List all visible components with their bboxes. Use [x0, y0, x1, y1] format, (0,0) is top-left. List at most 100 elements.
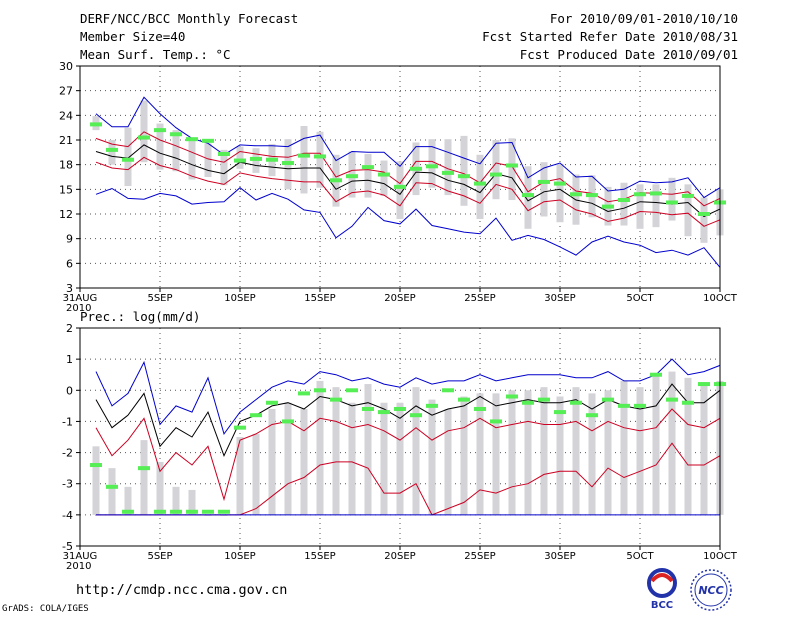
ensemble-spread-box	[460, 396, 468, 515]
observed-marker	[250, 156, 262, 161]
observed-marker	[522, 400, 534, 405]
y-tick-label: -5	[62, 540, 73, 553]
x-tick-label: 15SEP	[304, 293, 335, 304]
series-upper-line	[95, 383, 721, 458]
observed-marker	[266, 157, 278, 162]
ensemble-spread-box	[316, 131, 324, 188]
observed-marker	[554, 181, 566, 186]
ensemble-spread-box	[540, 387, 548, 515]
ncc-logo-text: NCC	[698, 584, 723, 597]
ensemble-spread-box	[140, 440, 148, 515]
x-tick-label: 25SEP	[464, 293, 495, 304]
observed-marker	[506, 163, 518, 168]
x-tick-label: 10SEP	[224, 551, 255, 562]
y-tick-label: 3	[66, 282, 73, 295]
ensemble-spread-box	[524, 390, 532, 515]
observed-marker	[106, 147, 118, 152]
x-tick-label: 5SEP	[147, 551, 172, 562]
ensemble-spread-box	[300, 408, 308, 515]
observed-marker	[218, 151, 230, 156]
y-tick-label: 0	[66, 384, 73, 397]
ensemble-spread-box	[540, 162, 548, 217]
x-tick-year: 2010	[66, 561, 91, 572]
ensemble-spread-box	[316, 380, 324, 515]
variable-label: Mean Surf. Temp.: °C	[80, 47, 231, 62]
observed-marker	[90, 122, 102, 127]
ensemble-spread-box	[684, 184, 692, 237]
y-tick-label: 12	[59, 208, 73, 221]
ensemble-spread-box	[172, 486, 180, 515]
y-tick-label: -2	[62, 447, 73, 460]
observed-marker	[426, 164, 438, 169]
observed-marker	[570, 400, 582, 405]
observed-marker	[458, 397, 470, 402]
ensemble-spread-box	[364, 153, 372, 198]
ensemble-spread-box	[380, 402, 388, 515]
x-tick-label: 10OCT	[703, 293, 738, 304]
series-upper-line	[95, 131, 721, 207]
ensemble-spread-box	[460, 135, 468, 206]
series-mean-line	[95, 144, 721, 218]
observed-marker	[522, 193, 534, 198]
y-tick-label: 30	[59, 60, 73, 73]
ensemble-spread-box	[684, 377, 692, 515]
observed-marker	[458, 174, 470, 179]
website-url[interactable]: http://cmdp.ncc.cma.gov.cn	[76, 582, 288, 598]
observed-marker	[618, 403, 630, 408]
observed-marker	[602, 397, 614, 402]
observed-marker	[650, 191, 662, 196]
ensemble-spread-box	[444, 408, 452, 515]
ensemble-spread-box	[156, 123, 164, 170]
observed-marker	[202, 138, 214, 143]
observed-marker	[538, 397, 550, 402]
ncc-logo: NCC	[690, 569, 732, 611]
observed-marker	[490, 172, 502, 177]
x-tick-label: 10OCT	[703, 551, 738, 562]
ensemble-spread-box	[476, 393, 484, 515]
series-inner-upper-line	[95, 408, 721, 502]
ensemble-spread-box	[636, 387, 644, 515]
observed-marker	[634, 403, 646, 408]
y-tick-label: 6	[66, 257, 73, 270]
ensemble-spread-box	[236, 146, 244, 169]
observed-marker	[314, 154, 326, 159]
ensemble-spread-box	[108, 140, 116, 165]
ensemble-spread-box	[412, 387, 420, 515]
y-tick-label: 24	[59, 109, 73, 122]
forecast-started-date: Fcst Started Refer Date 2010/08/31	[482, 29, 738, 44]
ensemble-spread-box	[700, 197, 708, 243]
observed-marker	[362, 165, 374, 170]
ensemble-spread-box	[476, 154, 484, 219]
ensemble-spread-box	[380, 160, 388, 196]
observed-marker	[618, 198, 630, 203]
ensemble-spread-box	[652, 184, 660, 228]
ensemble-spread-box	[428, 139, 436, 188]
y-tick-label: 18	[59, 159, 73, 172]
bcc-logo-text: BCC	[651, 600, 673, 610]
ensemble-spread-box	[252, 433, 260, 515]
observed-marker	[474, 181, 486, 186]
ensemble-spread-box	[668, 177, 676, 221]
observed-marker	[410, 166, 422, 171]
ensemble-spread-box	[572, 387, 580, 515]
ensemble-spread-box	[348, 402, 356, 515]
series-max-line	[95, 358, 721, 436]
observed-marker	[170, 132, 182, 137]
observed-marker	[586, 193, 598, 198]
y-tick-label: -1	[62, 415, 73, 428]
observed-marker	[394, 184, 406, 189]
plot-frame	[79, 65, 721, 289]
observed-marker	[474, 406, 486, 411]
observed-marker	[138, 466, 150, 471]
ensemble-spread-box	[508, 138, 516, 201]
observed-marker	[682, 193, 694, 198]
observed-marker	[138, 135, 150, 140]
series-lower-line	[95, 156, 721, 227]
ensemble-spread-box	[588, 393, 596, 515]
ensemble-spread-box	[124, 127, 132, 187]
precip-label: Prec.: log(mm/d)	[80, 309, 201, 324]
observed-marker	[154, 128, 166, 133]
observed-marker	[698, 382, 710, 387]
ensemble-spread-box	[124, 486, 132, 515]
